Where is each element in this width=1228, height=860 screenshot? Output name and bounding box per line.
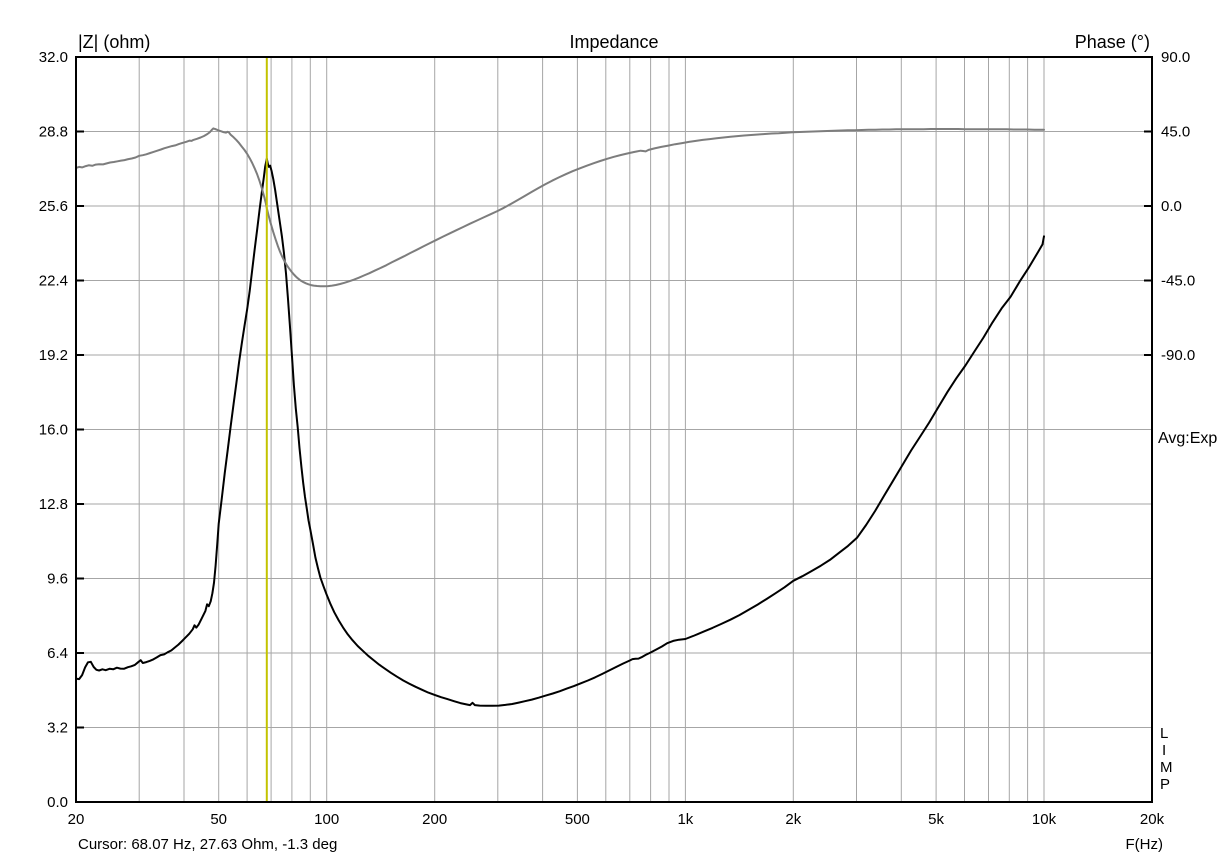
y-right-tick-label: -90.0 xyxy=(1161,347,1195,364)
y-left-tick-label: 12.8 xyxy=(39,496,68,513)
x-tick-label: 1k xyxy=(677,811,693,828)
y-left-tick-label: 6.4 xyxy=(47,645,68,662)
app-name-letter-p: P xyxy=(1160,776,1170,793)
x-tick-label: 200 xyxy=(422,811,447,828)
y-right-tick-label: 45.0 xyxy=(1161,124,1190,141)
x-tick-label: 5k xyxy=(928,811,944,828)
y-left-tick-label: 16.0 xyxy=(39,422,68,439)
x-axis-title: F(Hz) xyxy=(1126,836,1164,853)
x-tick-label: 50 xyxy=(210,811,227,828)
chart-title: Impedance xyxy=(569,32,658,52)
x-tick-label: 10k xyxy=(1032,811,1057,828)
y-right-tick-label: 90.0 xyxy=(1161,49,1190,66)
y-left-tick-label: 0.0 xyxy=(47,794,68,811)
x-tick-label: 500 xyxy=(565,811,590,828)
y-left-tick-label: 3.2 xyxy=(47,720,68,737)
impedance-magnitude-curve xyxy=(75,157,1045,707)
x-tick-label: 20k xyxy=(1140,811,1165,828)
cursor-readout: Cursor: 68.07 Hz, 27.63 Ohm, -1.3 deg xyxy=(78,836,337,853)
y-right-axis-title: Phase (°) xyxy=(1075,32,1150,52)
y-right-tick-label: -45.0 xyxy=(1161,273,1195,290)
x-tick-label: 2k xyxy=(785,811,801,828)
y-left-tick-label: 9.6 xyxy=(47,571,68,588)
app-name-letter-l: L xyxy=(1160,725,1168,742)
x-tick-label: 100 xyxy=(314,811,339,828)
y-left-tick-label: 25.6 xyxy=(39,198,68,215)
y-left-tick-label: 28.8 xyxy=(39,124,68,141)
y-left-tick-label: 22.4 xyxy=(39,273,68,290)
app-name-letter-m: M xyxy=(1160,759,1173,776)
y-left-axis-title: |Z| (ohm) xyxy=(78,32,150,52)
y-right-tick-label: 0.0 xyxy=(1161,198,1182,215)
y-left-tick-label: 19.2 xyxy=(39,347,68,364)
averaging-mode-label: Avg:Exp xyxy=(1158,430,1217,447)
app-name-letter-i: I xyxy=(1162,742,1166,759)
x-tick-label: 20 xyxy=(68,811,85,828)
y-left-tick-label: 32.0 xyxy=(39,49,68,66)
phase-curve xyxy=(75,127,1045,288)
